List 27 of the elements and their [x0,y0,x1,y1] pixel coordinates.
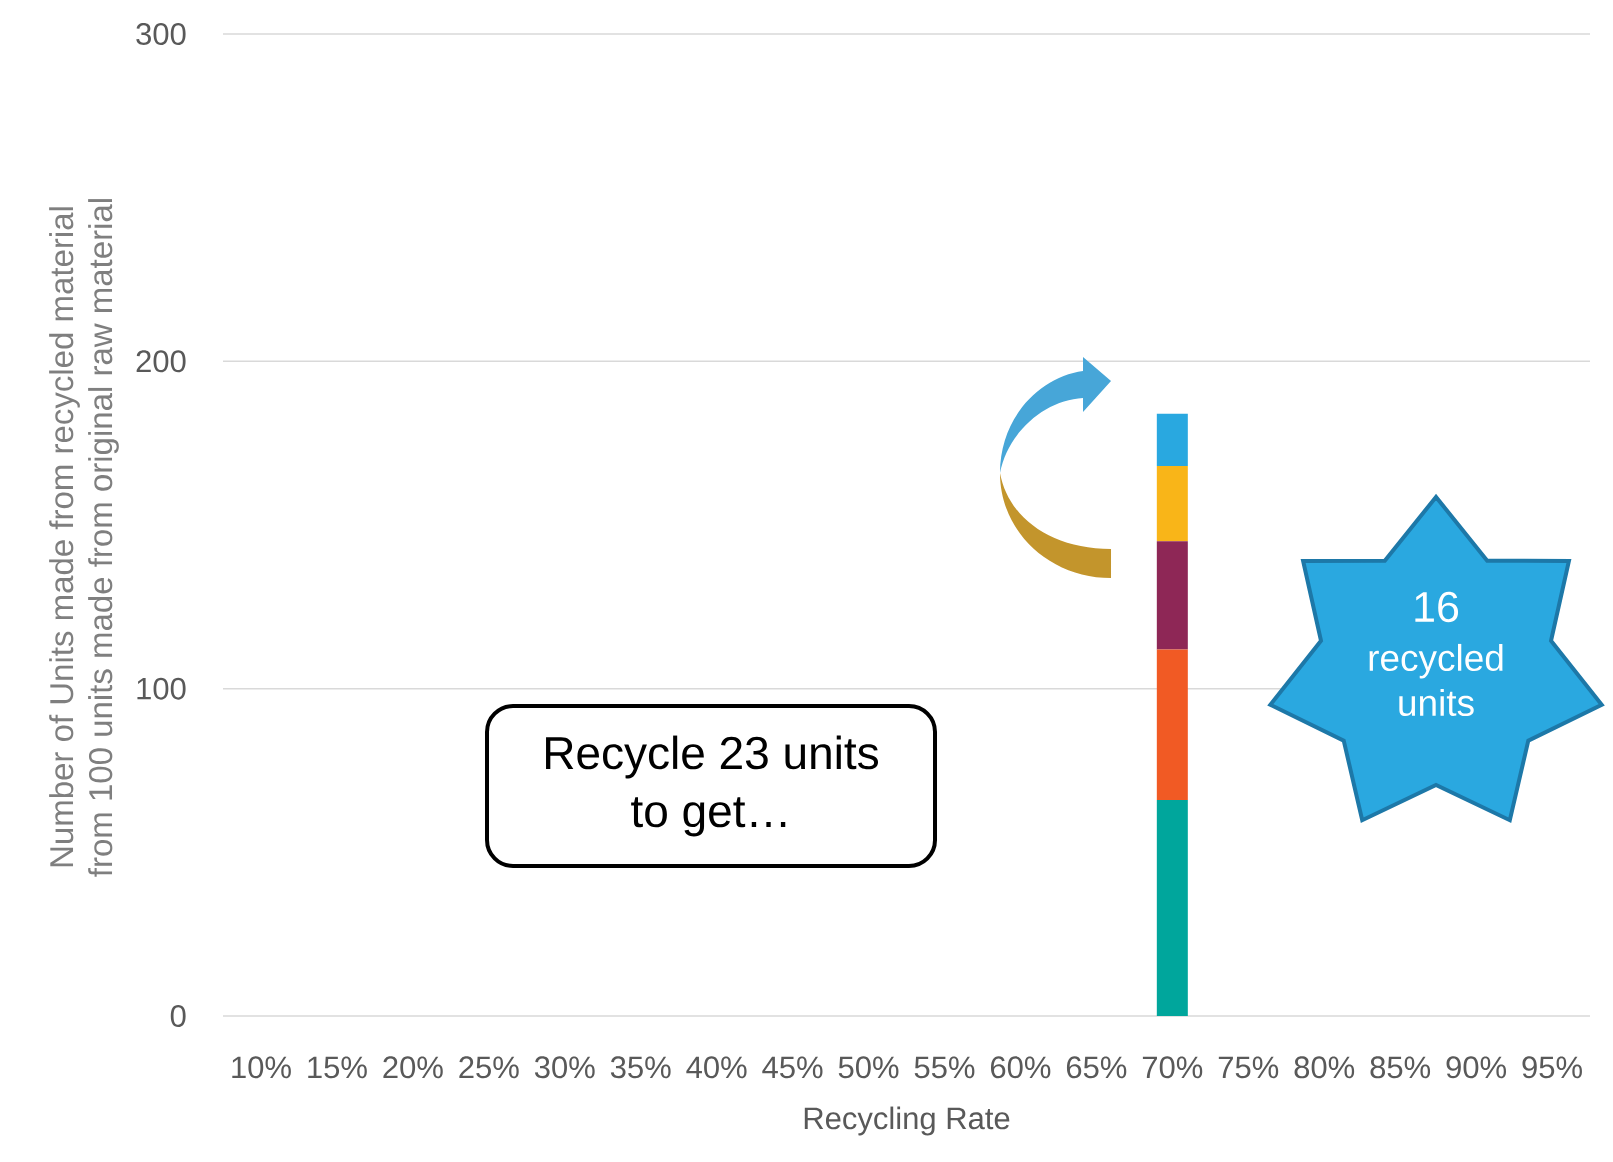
y-tick-label: 100 [137,677,186,700]
x-tick-label: 45% [762,1056,823,1079]
x-axis-title: Recycling Rate [804,1106,1010,1136]
x-tick-label: 50% [838,1056,899,1079]
x-tick-label: 35% [610,1056,671,1079]
y-tick-label: 0 [170,1005,186,1027]
x-tick-label: 95% [1522,1056,1582,1079]
x-tick-label: 40% [686,1056,747,1079]
x-tick-label: 10% [232,1056,291,1079]
y-tick-label: 200 [136,350,186,373]
x-tick-label: 85% [1370,1056,1431,1079]
annotation: Recycle 23 units to get… [546,735,879,837]
x-tick-label: 15% [308,1056,367,1079]
x-tick-label: 80% [1294,1056,1355,1079]
x-tick-label: 30% [534,1056,595,1079]
x-tick-label: 75% [1218,1056,1279,1079]
x-tick-label: 70% [1142,1056,1203,1079]
y-axis-title: Number of Units made from recycled material from 100 units made from original raw material [49,199,119,877]
x-tick-label: 90% [1446,1056,1506,1079]
x-tick-label: 25% [459,1056,519,1079]
annotation: 16 [1415,591,1459,623]
x-tick-label: 55% [914,1056,975,1079]
x-tick-label: 65% [1066,1056,1127,1079]
y-tick-label: 300 [136,23,186,45]
x-tick-label: 20% [383,1056,443,1079]
annotation: recycled units [1369,643,1503,717]
x-tick-label: 60% [990,1056,1051,1079]
